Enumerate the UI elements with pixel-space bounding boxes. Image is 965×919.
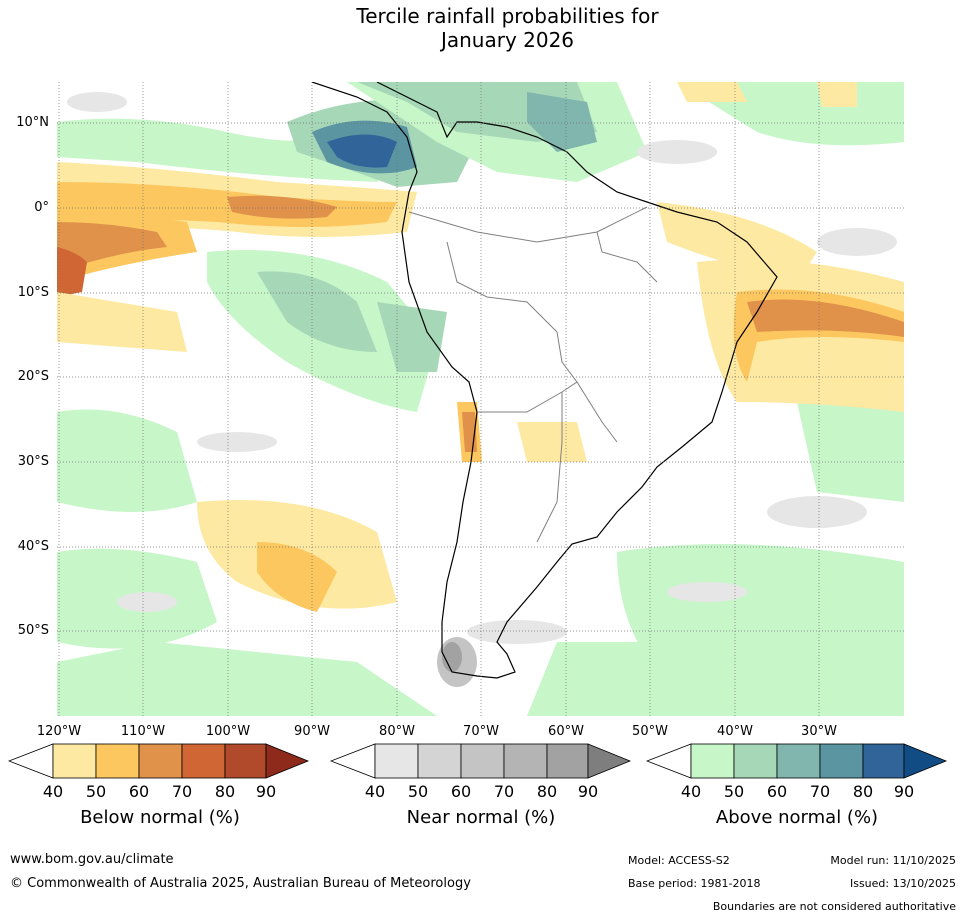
lat-label-40s: 40°S — [17, 539, 49, 554]
below-tick-40: 40 — [42, 782, 64, 801]
coastline — [311, 82, 778, 679]
below-normal-layer — [57, 82, 904, 612]
above-tick-50: 50 — [723, 782, 745, 801]
near-swatch-5 — [546, 743, 589, 779]
near-swatch-6 — [587, 743, 632, 779]
lat-label-50s: 50°S — [17, 623, 49, 638]
colorbar-above-normal — [646, 743, 948, 779]
map-canvas — [57, 82, 904, 716]
above-tick-40: 40 — [680, 782, 702, 801]
below-tick-80: 80 — [214, 782, 236, 801]
lat-label-20s: 20°S — [17, 369, 49, 384]
graticule — [57, 82, 904, 716]
lon-label-80w: 80°W — [379, 724, 415, 739]
above-normal-title: Above normal (%) — [715, 807, 879, 828]
lon-label-50w: 50°W — [632, 724, 668, 739]
near-normal-layer — [67, 92, 897, 687]
map-title: Tercile rainfall probabilities for Janua… — [0, 4, 965, 52]
near-tick-80: 80 — [536, 782, 558, 801]
title-line-1: Tercile rainfall probabilities for — [356, 4, 659, 28]
near-tick-90: 90 — [577, 782, 599, 801]
near-swatch-3 — [460, 743, 505, 779]
country-boundaries — [408, 206, 658, 543]
above-swatch-2 — [733, 743, 778, 779]
copyright-text: © Commonwealth of Australia 2025, Austra… — [10, 876, 471, 891]
rainfall-probability-map — [57, 82, 904, 716]
lat-label-10s: 10°S — [17, 285, 49, 300]
above-swatch-1 — [690, 743, 735, 779]
below-normal-title: Below normal (%) — [80, 807, 240, 828]
issued-text: Issued: 13/10/2025 — [849, 877, 956, 890]
below-tick-50: 50 — [85, 782, 107, 801]
near-tick-50: 50 — [407, 782, 429, 801]
above-tick-90: 90 — [893, 782, 915, 801]
lon-label-90w: 90°W — [294, 724, 330, 739]
below-swatch-2 — [95, 743, 140, 779]
below-tick-90: 90 — [255, 782, 277, 801]
lon-label-70w: 70°W — [463, 724, 499, 739]
below-swatch-4 — [181, 743, 226, 779]
model-run-text: Model run: 11/10/2025 — [830, 854, 956, 867]
lon-label-60w: 60°W — [548, 724, 584, 739]
lon-label-40w: 40°W — [717, 724, 753, 739]
near-swatch-2 — [417, 743, 462, 779]
near-tick-60: 60 — [450, 782, 472, 801]
lat-label-30s: 30°S — [17, 454, 49, 469]
lon-label-120w: 120°W — [36, 724, 82, 739]
lat-label-0: 0° — [34, 200, 49, 215]
near-swatch-4 — [503, 743, 548, 779]
below-swatch-0 — [8, 743, 54, 779]
near-swatch-1 — [374, 743, 419, 779]
base-period-text: Base period: 1981-2018 — [628, 877, 761, 890]
below-swatch-3 — [138, 743, 183, 779]
lon-label-110w: 110°W — [120, 724, 166, 739]
disclaimer-text: Boundaries are not considered authoritat… — [712, 900, 956, 913]
near-normal-title: Near normal (%) — [406, 807, 556, 828]
title-line-2: January 2026 — [440, 28, 575, 52]
near-tick-40: 40 — [364, 782, 386, 801]
above-tick-60: 60 — [766, 782, 788, 801]
below-tick-60: 60 — [128, 782, 150, 801]
above-swatch-0 — [646, 743, 692, 779]
above-swatch-6 — [903, 743, 948, 779]
lat-label-10n: 10°N — [16, 115, 49, 130]
below-swatch-5 — [224, 743, 267, 779]
near-tick-70: 70 — [493, 782, 515, 801]
colorbar-near-normal — [330, 743, 632, 779]
above-swatch-3 — [776, 743, 821, 779]
above-tick-80: 80 — [852, 782, 874, 801]
below-tick-70: 70 — [171, 782, 193, 801]
below-swatch-1 — [52, 743, 97, 779]
above-swatch-5 — [862, 743, 905, 779]
below-swatch-6 — [265, 743, 310, 779]
near-swatch-0 — [330, 743, 376, 779]
website-link[interactable]: www.bom.gov.au/climate — [10, 852, 174, 867]
above-swatch-4 — [819, 743, 864, 779]
model-text: Model: ACCESS-S2 — [628, 854, 730, 867]
above-tick-70: 70 — [809, 782, 831, 801]
lon-label-30w: 30°W — [801, 724, 837, 739]
lon-label-100w: 100°W — [205, 724, 251, 739]
colorbar-below-normal — [8, 743, 310, 779]
above-normal-layer — [57, 82, 904, 716]
